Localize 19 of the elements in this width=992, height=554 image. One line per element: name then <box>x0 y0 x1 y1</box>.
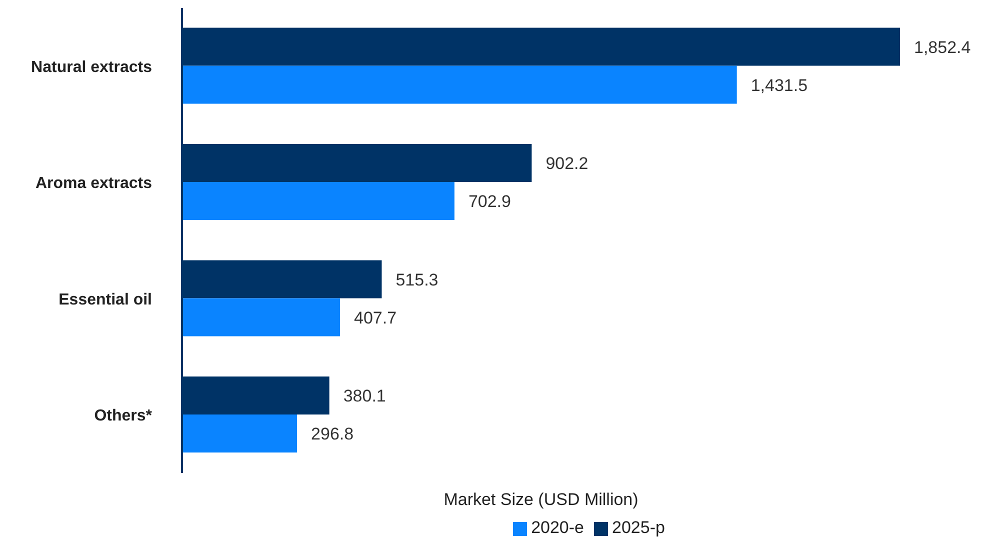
data-label: 702.9 <box>468 192 511 212</box>
data-label: 407.7 <box>354 308 397 328</box>
data-label: 380.1 <box>343 386 386 406</box>
data-label: 1,852.4 <box>914 38 971 57</box>
data-label: 902.2 <box>546 154 588 174</box>
y-tick-label: Aroma extracts <box>36 175 152 192</box>
data-label: 296.8 <box>311 424 354 444</box>
bar <box>182 66 737 104</box>
bar <box>182 298 340 336</box>
bar <box>182 414 298 453</box>
bar <box>182 182 454 220</box>
y-tick-label: Essential oil <box>58 291 152 308</box>
legend-label: 2020-e <box>531 518 584 537</box>
data-label: 1,431.5 <box>750 76 808 95</box>
data-label: 515.3 <box>396 270 438 290</box>
y-tick-label: Natural extracts <box>31 58 152 76</box>
y-tick-label: Others* <box>94 408 153 425</box>
legend-label: 2025-p <box>612 518 665 537</box>
x-axis-title: Market Size (USD Million) <box>444 490 638 509</box>
